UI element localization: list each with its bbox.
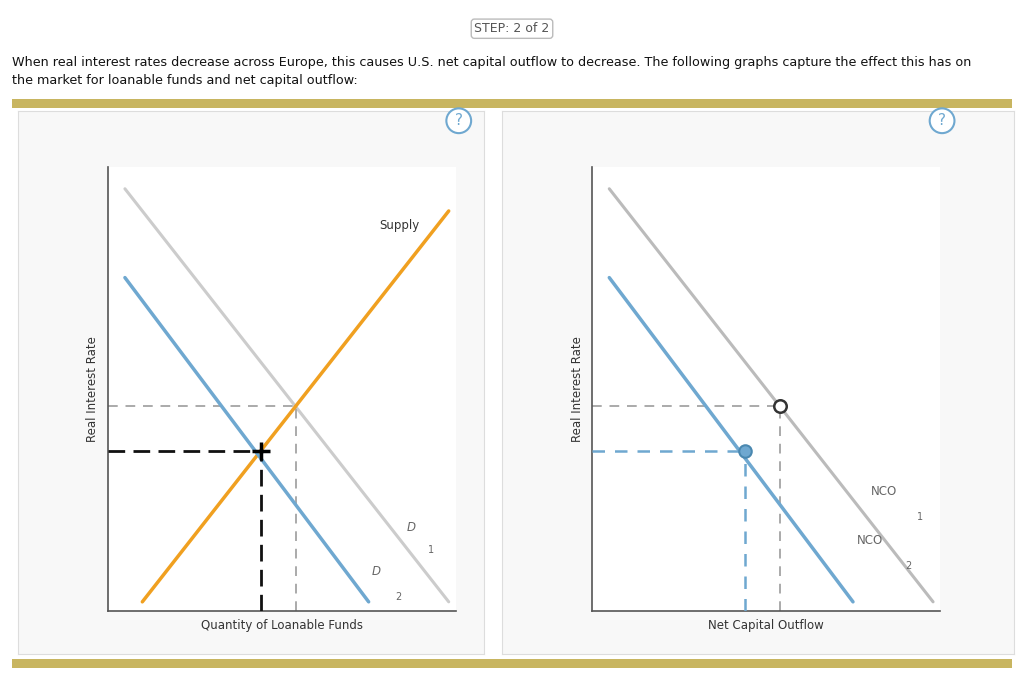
Text: D: D (407, 520, 416, 534)
Text: 1: 1 (428, 545, 434, 555)
Text: 2: 2 (395, 591, 401, 602)
Text: When real interest rates decrease across Europe, this causes U.S. net capital ou: When real interest rates decrease across… (12, 56, 972, 69)
Text: Supply: Supply (379, 219, 420, 232)
Y-axis label: Real Interest Rate: Real Interest Rate (570, 336, 584, 441)
Text: ?: ? (455, 113, 463, 128)
X-axis label: Net Capital Outflow: Net Capital Outflow (708, 619, 824, 632)
Text: 1: 1 (918, 511, 924, 522)
Y-axis label: Real Interest Rate: Real Interest Rate (86, 336, 99, 441)
Text: ?: ? (938, 113, 946, 128)
X-axis label: Quantity of Loanable Funds: Quantity of Loanable Funds (201, 619, 362, 632)
Text: the market for loanable funds and net capital outflow:: the market for loanable funds and net ca… (12, 74, 358, 87)
Text: 2: 2 (905, 561, 911, 570)
Text: NCO: NCO (856, 534, 883, 547)
Text: NCO: NCO (870, 485, 897, 498)
Text: STEP: 2 of 2: STEP: 2 of 2 (474, 22, 550, 35)
Text: D: D (372, 565, 381, 578)
